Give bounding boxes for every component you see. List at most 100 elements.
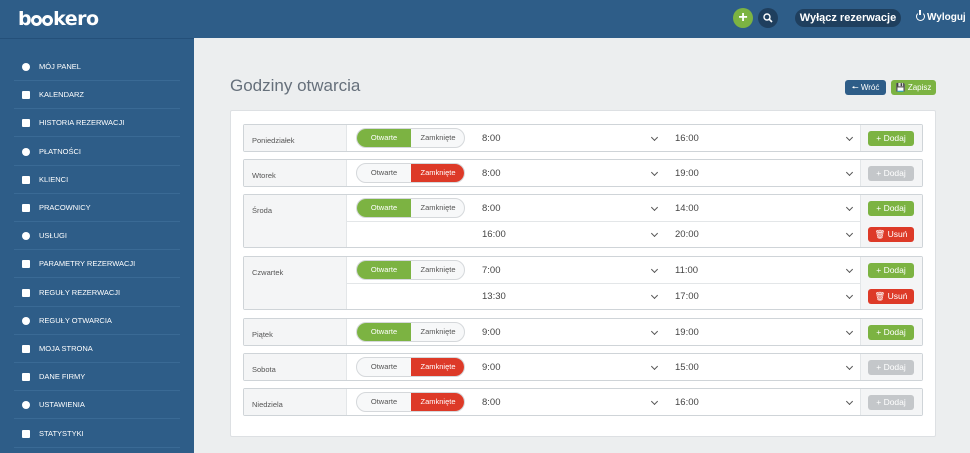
sidebar-item[interactable]: PŁATNOŚCI <box>14 138 180 166</box>
sidebar-item[interactable]: USTAWIENIA <box>14 391 180 420</box>
sidebar-item-label: PRACOWNICY <box>39 203 91 212</box>
sidebar-item[interactable]: PRACOWNICY <box>14 194 180 222</box>
add-label: Dodaj <box>883 327 906 337</box>
sidebar-item[interactable]: MOJA STRONA <box>14 335 180 363</box>
chevron-down-icon <box>845 397 854 406</box>
toggle-closed-option[interactable]: Zamknięte <box>420 133 456 142</box>
time-to-select[interactable]: 11:00 <box>675 258 858 283</box>
chevron-down-icon <box>650 327 659 336</box>
open-closed-toggle[interactable]: Otwarte Zamknięte <box>356 198 465 218</box>
sidebar-item[interactable]: HISTORIA REZERWACJI <box>14 109 180 138</box>
sidebar-item[interactable]: STATYSTYKI <box>14 420 180 448</box>
back-button[interactable]: 🠔 Wróć <box>845 80 886 95</box>
toggle-open-option[interactable]: Otwarte <box>357 199 411 217</box>
day-name: Środa <box>244 195 347 247</box>
time-value: 8:00 <box>482 397 501 408</box>
sidebar-item[interactable]: KLIENCI <box>14 166 180 194</box>
add-range-button[interactable]: + Dodaj <box>868 166 914 181</box>
sidebar-item[interactable]: REGUŁY REZERWACJI <box>14 279 180 307</box>
save-button[interactable]: 💾 Zapisz <box>891 80 936 95</box>
arrow-left-icon: 🠔 <box>851 83 859 92</box>
sidebar-item[interactable]: MÓJ PANEL <box>14 53 180 81</box>
time-value: 17:00 <box>675 291 699 302</box>
quick-add-button[interactable]: + <box>733 8 753 28</box>
toggle-open-option[interactable]: Otwarte <box>370 168 398 177</box>
sidebar-item[interactable]: PARAMETRY REZERWACJI <box>14 250 180 279</box>
day-row: Czwartek Otwarte Zamknięte 7:00 11:00 + Dodaj… <box>243 256 923 310</box>
time-to-select[interactable]: 17:00 <box>675 284 858 309</box>
chevron-down-icon <box>650 168 659 177</box>
logout-link[interactable]: Wyloguj <box>916 10 966 23</box>
toggle-closed-option[interactable]: Zamknięte <box>411 393 464 411</box>
time-to-select[interactable]: 16:00 <box>675 390 858 415</box>
open-closed-toggle[interactable]: Otwarte Zamknięte <box>356 128 465 148</box>
time-to-select[interactable]: 20:00 <box>675 222 858 247</box>
time-value: 8:00 <box>482 133 501 144</box>
toggle-open-option[interactable]: Otwarte <box>357 261 411 279</box>
time-to-select[interactable]: 19:00 <box>675 320 858 345</box>
search-button[interactable] <box>758 8 778 28</box>
logo-o-icon <box>42 15 54 26</box>
time-from-select[interactable]: 8:00 <box>482 390 663 415</box>
search-icon <box>763 13 773 23</box>
time-from-select[interactable]: 16:00 <box>482 222 663 247</box>
delete-range-button[interactable]: 🗑 Usuń <box>868 227 914 242</box>
logo[interactable]: b kero <box>18 8 99 30</box>
time-value: 19:00 <box>675 168 699 179</box>
toggle-open-option[interactable]: Otwarte <box>370 397 398 406</box>
toggle-closed-option[interactable]: Zamknięte <box>411 164 464 182</box>
time-from-select[interactable]: 9:00 <box>482 320 663 345</box>
toggle-closed-option[interactable]: Zamknięte <box>411 358 464 376</box>
day-name: Niedziela <box>244 389 347 415</box>
time-from-select[interactable]: 8:00 <box>482 126 663 151</box>
open-closed-toggle[interactable]: Otwarte Zamknięte <box>356 260 465 280</box>
time-from-select[interactable]: 13:30 <box>482 284 663 309</box>
time-from-select[interactable]: 7:00 <box>482 258 663 283</box>
toggle-closed-option[interactable]: Zamknięte <box>420 203 456 212</box>
time-value: 16:00 <box>675 133 699 144</box>
toggle-closed-option[interactable]: Zamknięte <box>420 265 456 274</box>
add-range-button[interactable]: + Dodaj <box>868 395 914 410</box>
sidebar-item-label: USTAWIENIA <box>39 400 85 410</box>
open-closed-toggle[interactable]: Otwarte Zamknięte <box>356 392 465 412</box>
day-name: Piątek <box>244 319 347 345</box>
sidebar-item[interactable]: KALENDARZ <box>14 81 180 110</box>
power-icon <box>916 10 925 21</box>
day-row: Środa Otwarte Zamknięte 8:00 14:00 + Dodaj 16:… <box>243 194 923 248</box>
chevron-down-icon <box>845 362 854 371</box>
save-label: Zapisz <box>907 83 932 92</box>
open-closed-toggle[interactable]: Otwarte Zamknięte <box>356 357 465 377</box>
add-range-button[interactable]: + Dodaj <box>868 325 914 340</box>
day-row: Sobota Otwarte Zamknięte 9:00 15:00 + Dodaj <box>243 353 923 381</box>
time-to-select[interactable]: 16:00 <box>675 126 858 151</box>
disable-bookings-button[interactable]: Wyłącz rezerwacje <box>795 9 901 27</box>
add-range-button[interactable]: + Dodaj <box>868 201 914 216</box>
time-to-select[interactable]: 14:00 <box>675 196 858 221</box>
toggle-closed-option[interactable]: Zamknięte <box>420 327 456 336</box>
sidebar-item-label: USŁUGI <box>39 231 67 241</box>
sidebar-item[interactable]: USŁUGI <box>14 222 180 251</box>
time-from-select[interactable]: 9:00 <box>482 355 663 380</box>
plus-icon: + <box>876 362 882 372</box>
chevron-down-icon <box>650 265 659 274</box>
time-from-select[interactable]: 8:00 <box>482 161 663 186</box>
open-closed-toggle[interactable]: Otwarte Zamknięte <box>356 163 465 183</box>
time-from-select[interactable]: 8:00 <box>482 196 663 221</box>
services-icon <box>22 232 30 241</box>
sidebar-item[interactable]: REGUŁY OTWARCIA <box>14 307 180 335</box>
day-row: Poniedziałek Otwarte Zamknięte 8:00 16:00 + D… <box>243 124 923 152</box>
delete-range-button[interactable]: 🗑 Usuń <box>868 289 914 304</box>
toggle-open-option[interactable]: Otwarte <box>357 323 411 341</box>
add-range-button[interactable]: + Dodaj <box>868 131 914 146</box>
add-range-button[interactable]: + Dodaj <box>868 360 914 375</box>
chevron-down-icon <box>650 397 659 406</box>
toggle-open-option[interactable]: Otwarte <box>357 129 411 147</box>
time-to-select[interactable]: 19:00 <box>675 161 858 186</box>
time-to-select[interactable]: 15:00 <box>675 355 858 380</box>
open-closed-toggle[interactable]: Otwarte Zamknięte <box>356 322 465 342</box>
time-value: 15:00 <box>675 362 699 373</box>
toggle-open-option[interactable]: Otwarte <box>370 362 398 371</box>
time-value: 9:00 <box>482 327 501 338</box>
sidebar-item[interactable]: DANE FIRMY <box>14 363 180 392</box>
add-range-button[interactable]: + Dodaj <box>868 263 914 278</box>
